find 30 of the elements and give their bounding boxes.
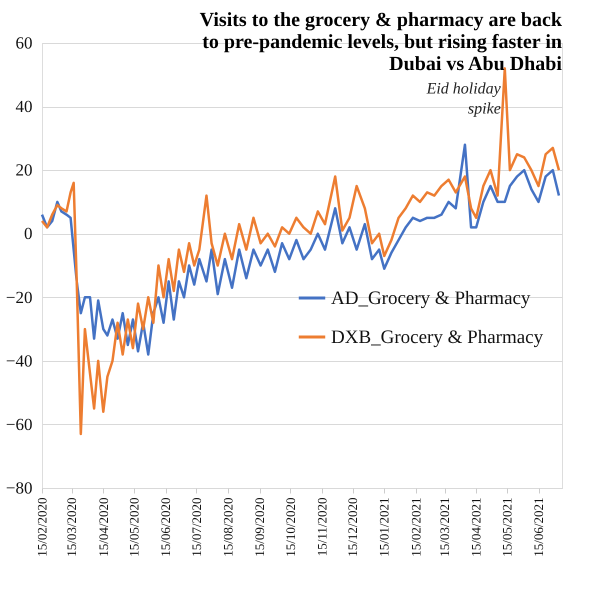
y-tick-label: −40 bbox=[6, 351, 32, 370]
line-series bbox=[40, 143, 560, 356]
y-tick-label: −60 bbox=[6, 414, 32, 434]
x-tick-label: 15/02/2020 bbox=[34, 498, 50, 557]
y-tick-label: −20 bbox=[6, 288, 32, 307]
y-tick-label: 0 bbox=[24, 224, 32, 244]
y-tick-label: −80 bbox=[6, 478, 32, 498]
y-tick-label: 20 bbox=[16, 160, 32, 180]
x-tick-label: 15/04/2021 bbox=[468, 498, 484, 557]
annotation: Eid holiday spike bbox=[426, 80, 502, 118]
x-tick-label: 15/02/2021 bbox=[408, 498, 424, 557]
y-tick-label: 60 bbox=[16, 34, 32, 52]
x-tick-label: 15/07/2020 bbox=[188, 498, 204, 557]
x-tick-label: 15/06/2021 bbox=[531, 498, 546, 557]
x-tick-label: 15/01/2021 bbox=[376, 498, 392, 557]
legend-label: DXB_Grocery & Pharmacy bbox=[331, 327, 544, 348]
chart-title: Visits to the grocery & pharmacy are back to pre-pandemic levels, but rising faster in Dubai vs Abu Dhabi bbox=[200, 9, 563, 75]
x-tick-label: 15/06/2020 bbox=[158, 498, 174, 557]
x-tick-label: 15/12/2020 bbox=[345, 498, 360, 557]
x-tick-label: 15/11/2020 bbox=[314, 498, 330, 556]
y-tick-label: 40 bbox=[16, 97, 32, 116]
x-tick-label: 15/04/2020 bbox=[96, 498, 111, 557]
x-tick-label: 15/05/2021 bbox=[499, 498, 514, 557]
x-tick-label: 15/05/2020 bbox=[126, 498, 142, 557]
x-tick-label: 15/03/2021 bbox=[437, 498, 452, 557]
legend-label: AD_Grocery & Pharmacy bbox=[331, 288, 531, 309]
x-tick-label: 15/08/2020 bbox=[220, 498, 236, 557]
x-tick-label: 15/09/2020 bbox=[252, 498, 268, 557]
x-tick-label: 15/03/2020 bbox=[64, 498, 80, 557]
x-tick-label: 15/10/2020 bbox=[282, 498, 298, 557]
